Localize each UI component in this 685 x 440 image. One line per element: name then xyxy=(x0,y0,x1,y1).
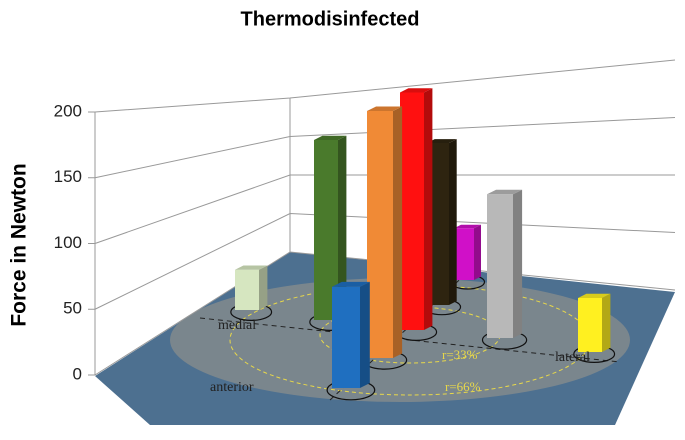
bar xyxy=(235,269,259,310)
floor-label: lateral xyxy=(555,350,590,365)
bar-top xyxy=(454,224,481,229)
floor-label: medial xyxy=(218,318,256,333)
bar-side xyxy=(449,139,457,305)
bar-top xyxy=(332,281,370,287)
grid-line xyxy=(94,174,675,244)
bar-side xyxy=(393,106,403,358)
grid-line xyxy=(94,212,676,310)
bar-side xyxy=(513,189,523,338)
y-tick-label: 200 xyxy=(54,101,82,120)
bar-side xyxy=(338,135,347,320)
chart-title: Thermodisinfected xyxy=(241,8,420,30)
grid-line xyxy=(94,59,676,113)
bar xyxy=(332,286,360,388)
bar-top xyxy=(578,293,611,298)
floor-label: r=33% xyxy=(442,347,478,362)
bar-side xyxy=(360,281,370,388)
bar-top xyxy=(235,265,268,270)
y-tick-label: 50 xyxy=(63,299,82,318)
floor-label: r=66% xyxy=(445,379,481,394)
floor-label: anterior xyxy=(210,380,254,395)
bar xyxy=(454,228,474,280)
bar xyxy=(367,111,393,358)
bar-top xyxy=(487,189,523,195)
grid-line xyxy=(94,117,676,179)
bar-side xyxy=(259,265,268,310)
y-axis-label: Force in Newton xyxy=(8,163,31,326)
y-tick-label: 100 xyxy=(54,233,82,252)
bar-top xyxy=(367,106,403,111)
grid-line xyxy=(94,251,676,376)
bar xyxy=(487,194,513,338)
bar-top xyxy=(427,139,457,143)
bar-top xyxy=(314,135,347,140)
y-tick-label: 0 xyxy=(73,364,82,383)
bar xyxy=(400,92,424,330)
bar-top xyxy=(400,88,433,93)
bar-side xyxy=(602,293,611,352)
bar xyxy=(578,298,602,352)
y-tick-label: 150 xyxy=(54,167,82,186)
bar-side xyxy=(474,224,481,280)
bar-side xyxy=(424,88,433,330)
bar xyxy=(427,143,449,305)
